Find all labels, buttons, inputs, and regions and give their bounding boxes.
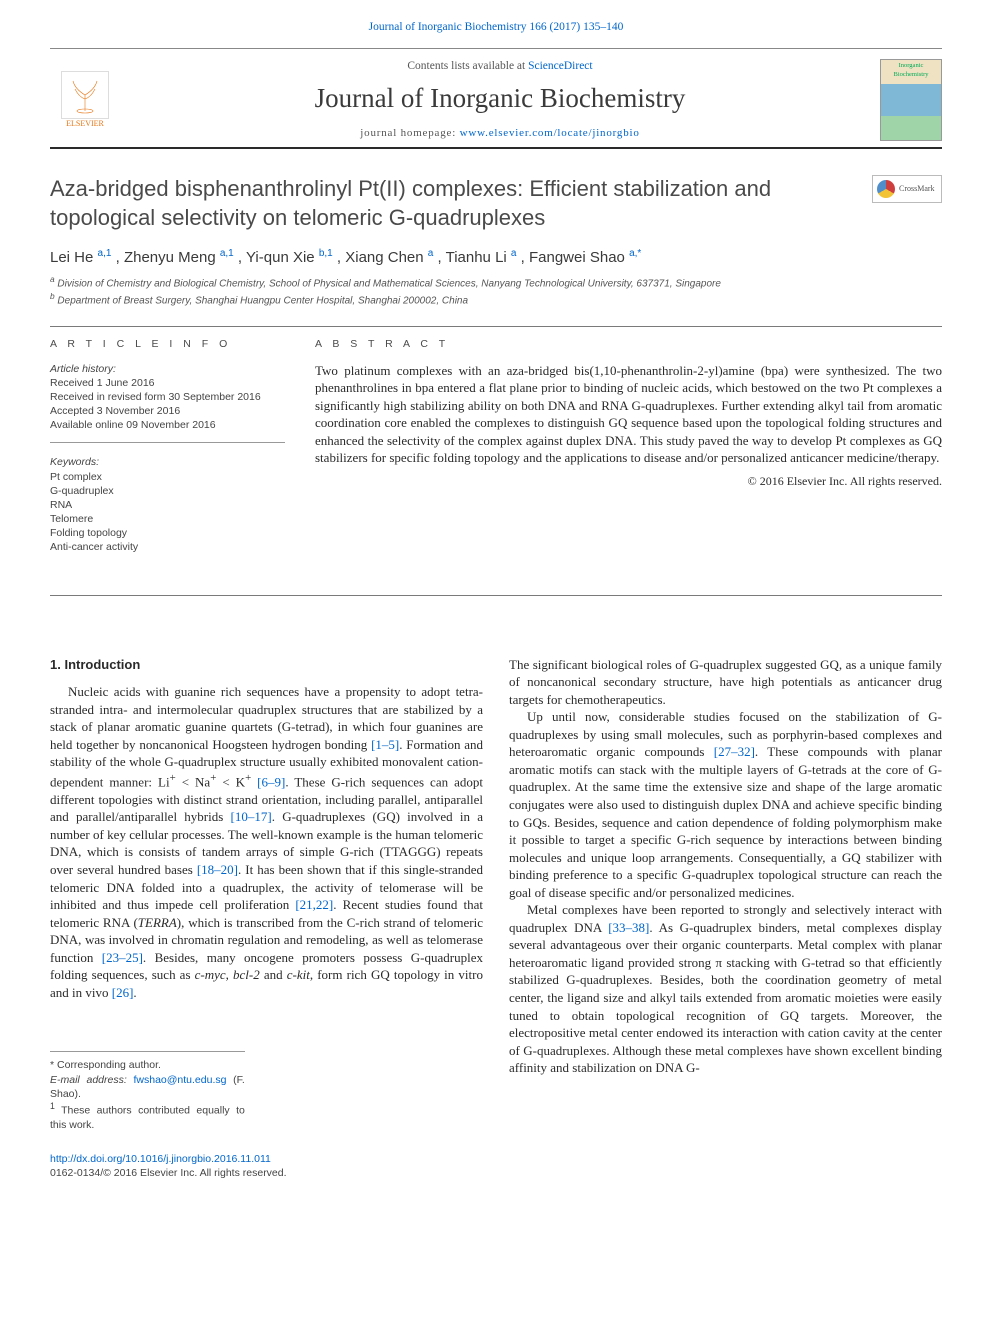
crossmark-badge[interactable]: CrossMark	[872, 175, 942, 203]
body-columns: 1. Introduction Nucleic acids with guani…	[50, 656, 942, 1132]
ref-link[interactable]: [26]	[112, 985, 134, 1000]
abstract-panel: A B S T R A C T Two platinum complexes w…	[315, 337, 942, 576]
ref-link[interactable]: [10–17]	[231, 809, 272, 824]
intro-paragraph-3: Metal complexes have been reported to st…	[509, 901, 942, 1076]
author-4: , Xiang Chen	[337, 249, 428, 266]
elsevier-logo: ELSEVIER	[50, 60, 120, 140]
keyword: Telomere	[50, 512, 285, 526]
ref-link[interactable]: [1–5]	[371, 737, 399, 752]
affiliations: a Division of Chemistry and Biological C…	[50, 274, 942, 309]
journal-cover-thumb: Inorganic Biochemistry	[880, 59, 942, 141]
journal-homepage-link[interactable]: www.elsevier.com/locate/jinorgbio	[460, 127, 640, 139]
author-3: , Yi-qun Xie	[238, 249, 319, 266]
author-2: , Zhenyu Meng	[116, 249, 220, 266]
author-2-affil: a,1	[220, 248, 234, 259]
ref-link[interactable]: [18–20]	[197, 862, 238, 877]
journal-header-band: ELSEVIER Contents lists available at Sci…	[50, 48, 942, 150]
abstract-copyright: © 2016 Elsevier Inc. All rights reserved…	[315, 473, 942, 489]
article-history-block: Article history: Received 1 June 2016 Re…	[50, 362, 285, 444]
contents-line: Contents lists available at ScienceDirec…	[140, 59, 860, 75]
keywords-label: Keywords:	[50, 455, 285, 469]
corresponding-star-icon: *	[637, 248, 641, 259]
history-online: Available online 09 November 2016	[50, 418, 285, 432]
ref-link[interactable]: [23–25]	[102, 950, 143, 965]
keywords-block: Keywords: Pt complex G-quadruplex RNA Te…	[50, 455, 285, 564]
divider	[50, 326, 942, 327]
keyword: RNA	[50, 498, 285, 512]
author-5: , Tianhu Li	[438, 249, 511, 266]
sciencedirect-link[interactable]: ScienceDirect	[528, 60, 593, 72]
keyword: Folding topology	[50, 526, 285, 540]
equal-contribution-note: 1 These authors contributed equally to t…	[50, 1101, 245, 1132]
ref-link[interactable]: [21,22]	[295, 897, 333, 912]
corresponding-email-link[interactable]: fwshao@ntu.edu.sg	[133, 1074, 226, 1086]
contents-prefix: Contents lists available at	[407, 60, 528, 72]
author-1: Lei He	[50, 249, 98, 266]
history-label: Article history:	[50, 362, 285, 376]
email-note: E-mail address: fwshao@ntu.edu.sg (F. Sh…	[50, 1073, 245, 1101]
elsevier-tree-icon	[61, 71, 109, 119]
footnotes: * Corresponding author. E-mail address: …	[50, 1051, 245, 1131]
history-revised: Received in revised form 30 September 20…	[50, 390, 285, 404]
keyword: Pt complex	[50, 470, 285, 484]
ref-link[interactable]: [6–9]	[251, 774, 285, 789]
article-info-heading: A R T I C L E I N F O	[50, 337, 285, 351]
homepage-prefix: journal homepage:	[360, 127, 459, 139]
corresponding-note: * Corresponding author.	[50, 1058, 245, 1072]
article-info-panel: A R T I C L E I N F O Article history: R…	[50, 337, 285, 576]
keyword: G-quadruplex	[50, 484, 285, 498]
band-center: Contents lists available at ScienceDirec…	[140, 59, 860, 142]
author-4-affil: a	[428, 248, 434, 259]
author-1-affil: a,1	[98, 248, 112, 259]
column-right: The significant biological roles of G-qu…	[509, 656, 942, 1132]
journal-name: Journal of Inorganic Biochemistry	[140, 80, 860, 116]
divider	[50, 595, 942, 596]
intro-paragraph-2: Up until now, considerable studies focus…	[509, 708, 942, 901]
abstract-heading: A B S T R A C T	[315, 337, 942, 351]
author-5-affil: a	[511, 248, 517, 259]
doi-link[interactable]: http://dx.doi.org/10.1016/j.jinorgbio.20…	[50, 1153, 271, 1165]
crossmark-label: CrossMark	[899, 184, 935, 195]
crossmark-icon	[877, 180, 895, 198]
affiliation-b: b Department of Breast Surgery, Shanghai…	[50, 291, 942, 308]
ref-link[interactable]: [27–32]	[714, 744, 755, 759]
history-accepted: Accepted 3 November 2016	[50, 404, 285, 418]
journal-homepage-line: journal homepage: www.elsevier.com/locat…	[140, 126, 860, 141]
author-6: , Fangwei Shao	[521, 249, 629, 266]
doi-block: http://dx.doi.org/10.1016/j.jinorgbio.20…	[50, 1152, 942, 1180]
intro-paragraph-1-cont: The significant biological roles of G-qu…	[509, 656, 942, 709]
column-left: 1. Introduction Nucleic acids with guani…	[50, 656, 483, 1132]
affiliation-a: a Division of Chemistry and Biological C…	[50, 274, 942, 291]
issn-copyright: 0162-0134/© 2016 Elsevier Inc. All right…	[50, 1166, 942, 1180]
elsevier-label: ELSEVIER	[66, 119, 104, 130]
issue-citation[interactable]: Journal of Inorganic Biochemistry 166 (2…	[50, 20, 942, 36]
authors-line: Lei He a,1 , Zhenyu Meng a,1 , Yi-qun Xi…	[50, 247, 942, 268]
section-heading-introduction: 1. Introduction	[50, 656, 483, 674]
intro-paragraph-1: Nucleic acids with guanine rich sequence…	[50, 683, 483, 1001]
article-title: Aza-bridged bisphenanthrolinyl Pt(II) co…	[50, 175, 862, 232]
history-received: Received 1 June 2016	[50, 376, 285, 390]
abstract-text: Two platinum complexes with an aza-bridg…	[315, 362, 942, 467]
keyword: Anti-cancer activity	[50, 540, 285, 554]
ref-link[interactable]: [33–38]	[608, 920, 649, 935]
author-3-affil: b,1	[319, 248, 333, 259]
